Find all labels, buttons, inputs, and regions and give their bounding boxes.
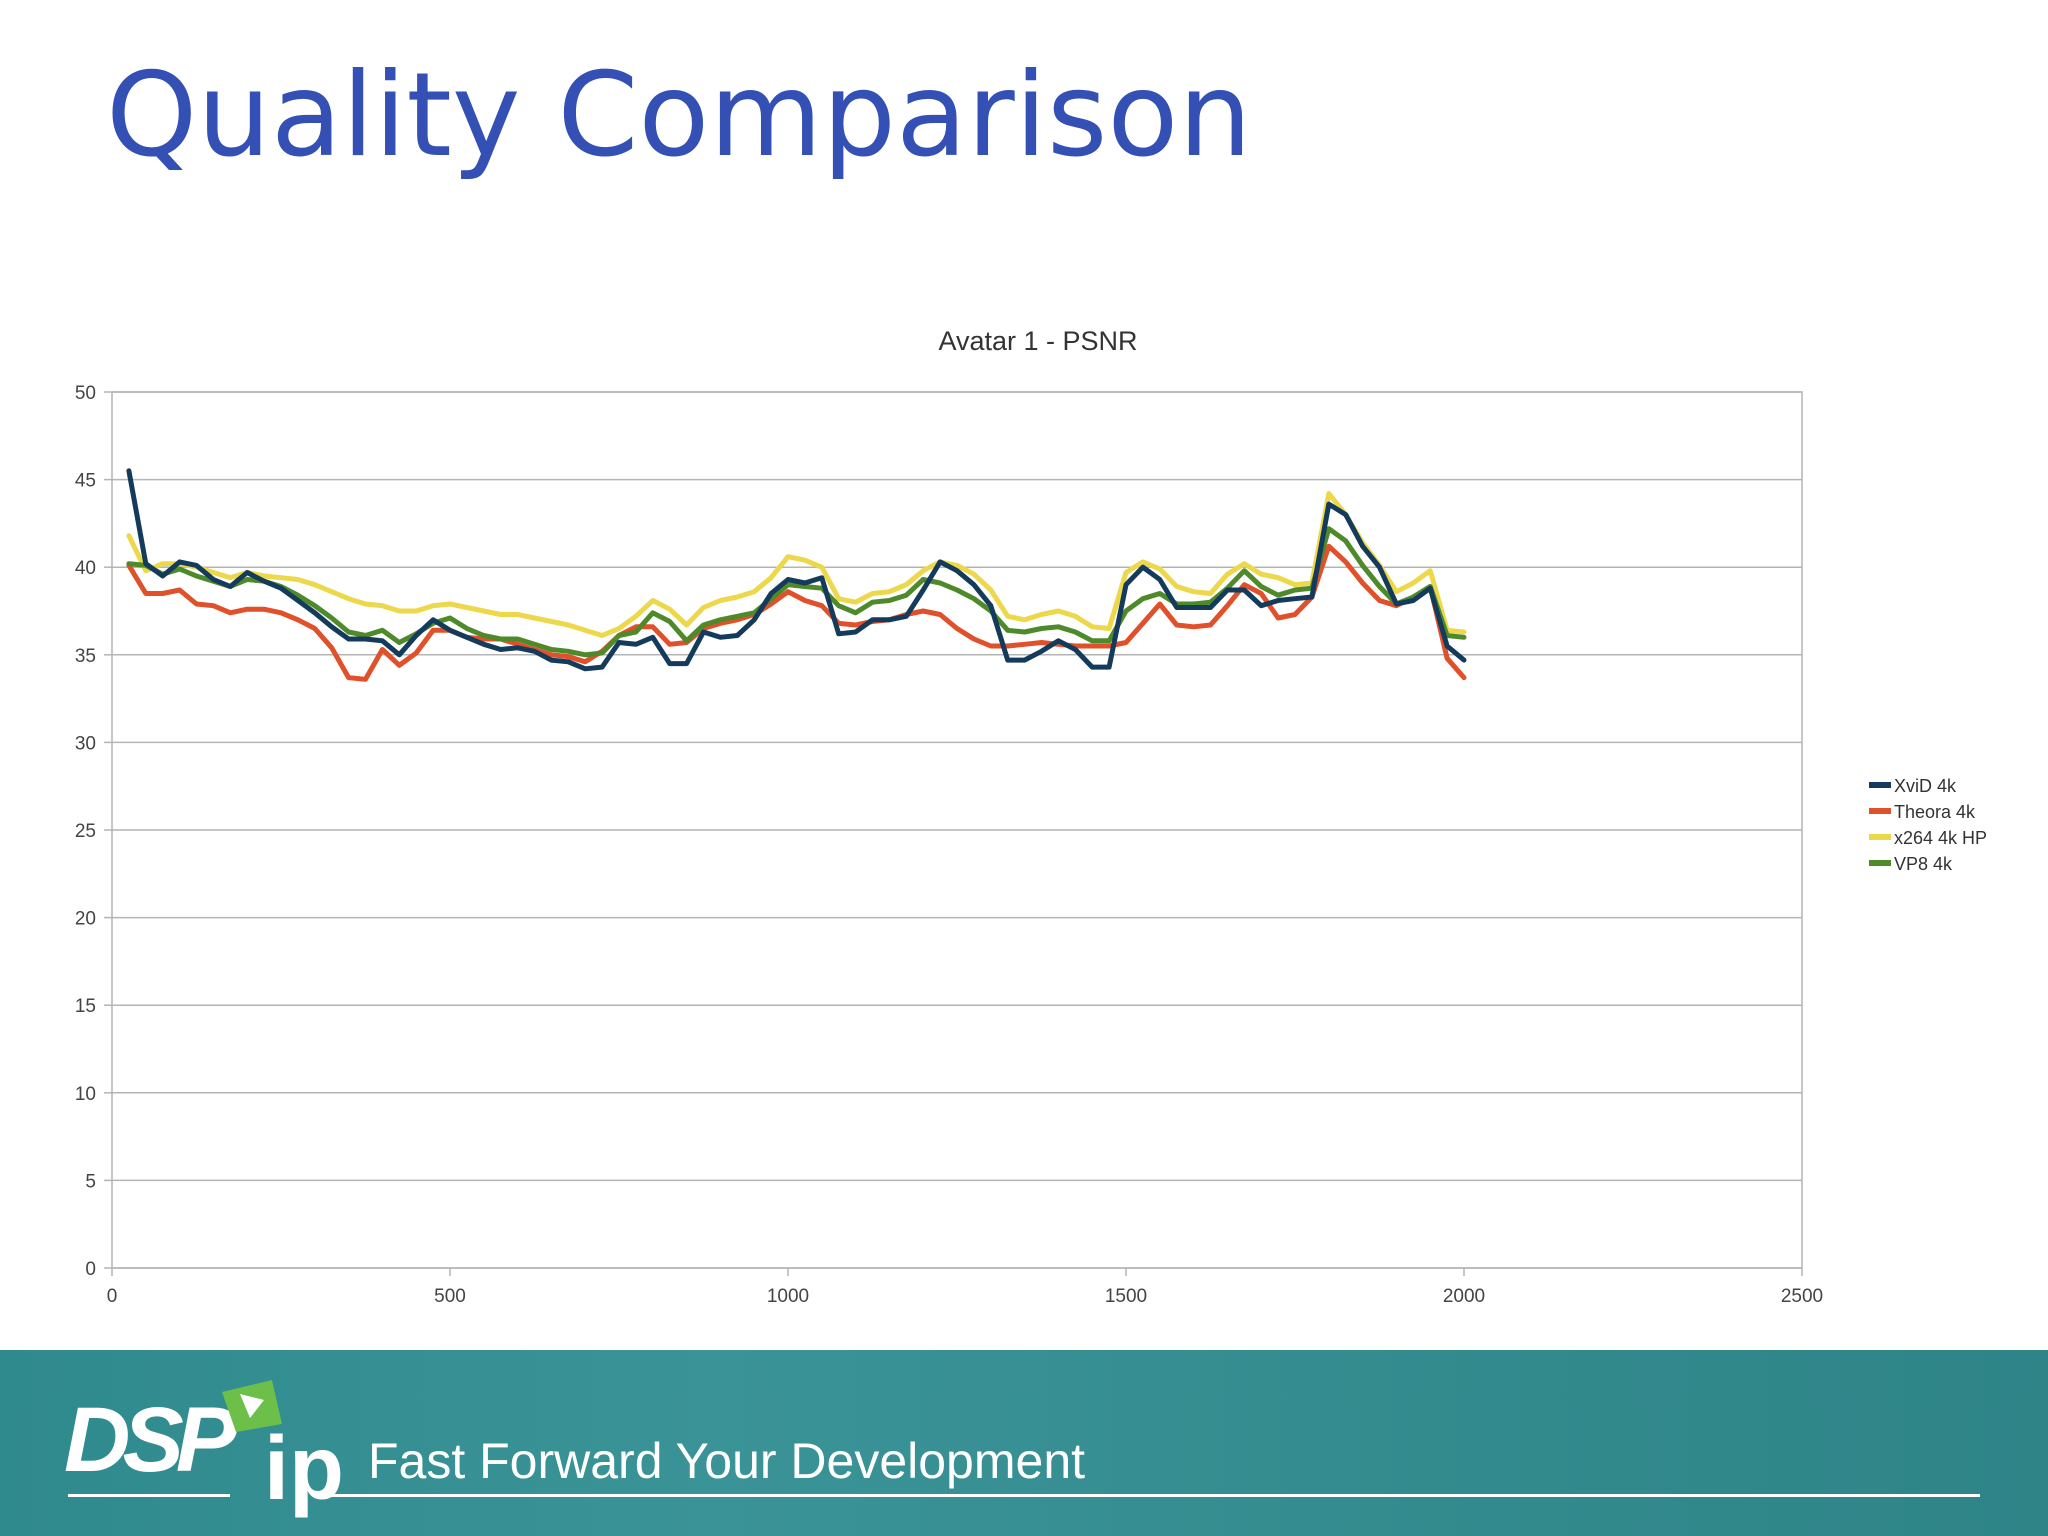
y-tick-label: 35 xyxy=(75,646,96,667)
y-tick-label: 20 xyxy=(75,909,96,930)
footer-bar: DSP ip Fast Forward Your Development xyxy=(0,1350,2048,1536)
x-axis-ticks: 0 500 1000 1500 2000 2500 xyxy=(107,1268,1823,1307)
legend-label: Theora 4k xyxy=(1894,802,1976,822)
y-tick-label: 0 xyxy=(85,1259,96,1280)
x-tick-label: 2000 xyxy=(1443,1286,1485,1307)
footer-rule-left xyxy=(68,1494,230,1497)
legend-label: XviD 4k xyxy=(1894,776,1957,796)
series-line-2 xyxy=(126,491,1467,638)
x-tick-label: 0 xyxy=(107,1286,118,1307)
logo-play-icon xyxy=(222,1380,282,1432)
legend-label: VP8 4k xyxy=(1894,854,1953,874)
y-tick-label: 15 xyxy=(75,996,96,1017)
series-line-1 xyxy=(126,543,1467,682)
page-title: Quality Comparison xyxy=(106,48,1252,183)
footer-tagline: Fast Forward Your Development xyxy=(368,1433,1086,1489)
x-tick-label: 1000 xyxy=(767,1286,809,1307)
legend-label: x264 4k HP xyxy=(1894,828,1987,848)
footer-rule xyxy=(322,1494,1980,1497)
y-tick-label: 5 xyxy=(85,1171,96,1192)
chart-legend: XviD 4k Theora 4k x264 4k HP VP8 4k xyxy=(1869,776,1987,874)
y-tick-label: 50 xyxy=(75,383,96,404)
x-tick-label: 500 xyxy=(434,1286,466,1307)
y-tick-label: 45 xyxy=(75,471,96,492)
logo-suffix: ip xyxy=(264,1419,344,1519)
y-tick-label: 10 xyxy=(75,1084,96,1105)
y-tick-label: 30 xyxy=(75,733,96,754)
y-tick-label: 25 xyxy=(75,821,96,842)
series-line-0 xyxy=(126,468,1467,672)
y-axis-ticks: 0 5 10 15 20 25 30 35 40 45 50 xyxy=(75,383,112,1280)
y-tick-label: 40 xyxy=(75,558,96,579)
psnr-line-chart: Avatar 1 - PSNR 0 5 10 15 20 25 30 35 40 45 50 0 50… xyxy=(75,326,1987,1307)
dspip-logo: DSP ip xyxy=(64,1380,344,1519)
series-line-3 xyxy=(126,526,1467,658)
logo-wordmark: DSP xyxy=(64,1389,237,1491)
x-tick-label: 1500 xyxy=(1105,1286,1147,1307)
chart-title: Avatar 1 - PSNR xyxy=(938,326,1137,356)
grid-lines xyxy=(112,391,1802,1269)
series-lines xyxy=(126,468,1467,682)
x-tick-label: 2500 xyxy=(1781,1286,1823,1307)
